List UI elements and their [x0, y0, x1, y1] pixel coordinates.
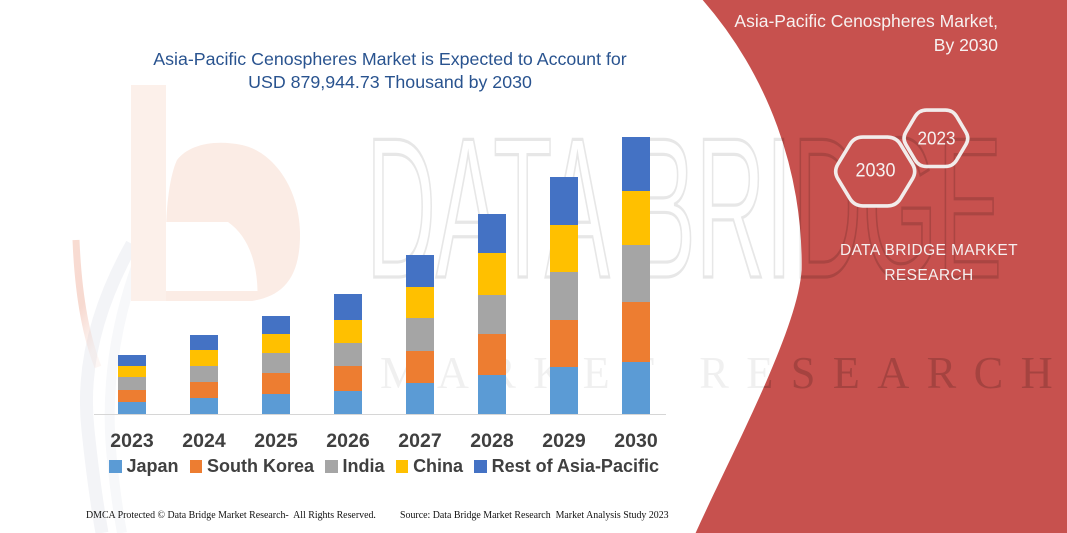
- svg-text:2023: 2023: [918, 128, 956, 149]
- svg-text:DATA BRIDGE: DATA BRIDGE: [366, 97, 1002, 320]
- svg-text:2030: 2030: [856, 160, 896, 182]
